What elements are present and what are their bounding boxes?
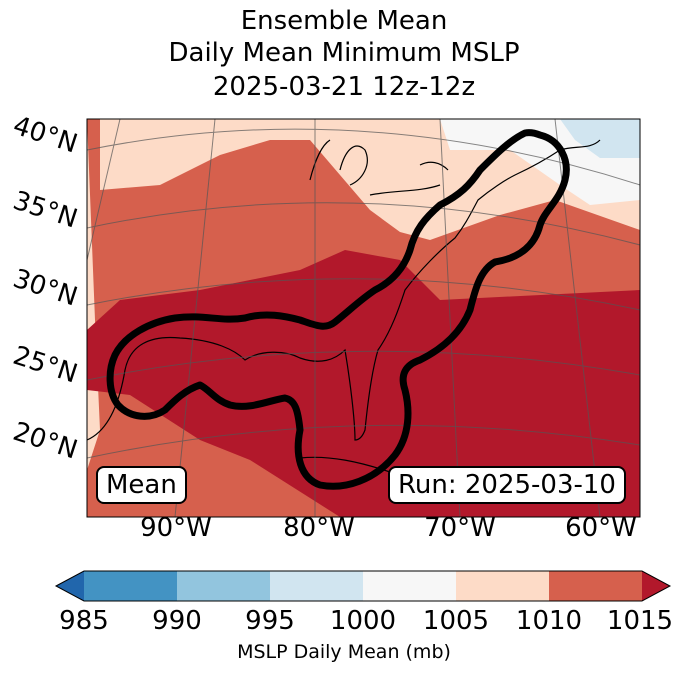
lon-label-80w: 80°W <box>283 513 355 543</box>
colorbar-tick-1010: 1010 <box>515 606 583 636</box>
lon-label-90w: 90°W <box>140 513 212 543</box>
lon-label-70w: 70°W <box>424 513 496 543</box>
colorbar-bin-995-1000 <box>270 571 363 601</box>
run-date-badge: Run: 2025-03-10 <box>388 466 626 504</box>
colorbar-label: MSLP Daily Mean (mb) <box>237 641 451 663</box>
mean-badge: Mean <box>96 466 187 504</box>
colorbar-extend-low <box>56 571 84 601</box>
map-frame <box>86 118 641 518</box>
colorbar-bin-1005-1010 <box>456 571 549 601</box>
lon-label-60w: 60°W <box>565 513 637 543</box>
colorbar-bin-990-995 <box>177 571 270 601</box>
title-line-1: Ensemble Mean <box>240 6 448 36</box>
title-line-3: 2025-03-21 12z-12z <box>212 72 476 102</box>
colorbar-outline <box>54 570 672 602</box>
colorbar-bin-1000-1005 <box>363 571 456 601</box>
colorbar-tick-1005: 1005 <box>422 606 490 636</box>
colorbar-tick-1015: 1015 <box>606 606 674 636</box>
colorbar-tick-990: 990 <box>152 606 202 636</box>
colorbar-bin-985-990 <box>84 571 177 601</box>
great-lakes <box>309 139 449 196</box>
title-line-2: Daily Mean Minimum MSLP <box>168 38 520 68</box>
coastline <box>87 139 601 441</box>
colorbar-extend-high <box>642 571 670 601</box>
colorbar-bin-1010-1015 <box>549 571 642 601</box>
colorbar-tick-985: 985 <box>59 606 109 636</box>
colorbar-tick-1000: 1000 <box>329 606 397 636</box>
mslp-contour <box>106 129 570 490</box>
colorbar-tick-995: 995 <box>245 606 295 636</box>
colorbar <box>54 570 672 602</box>
fill-995-1000 <box>560 119 640 158</box>
